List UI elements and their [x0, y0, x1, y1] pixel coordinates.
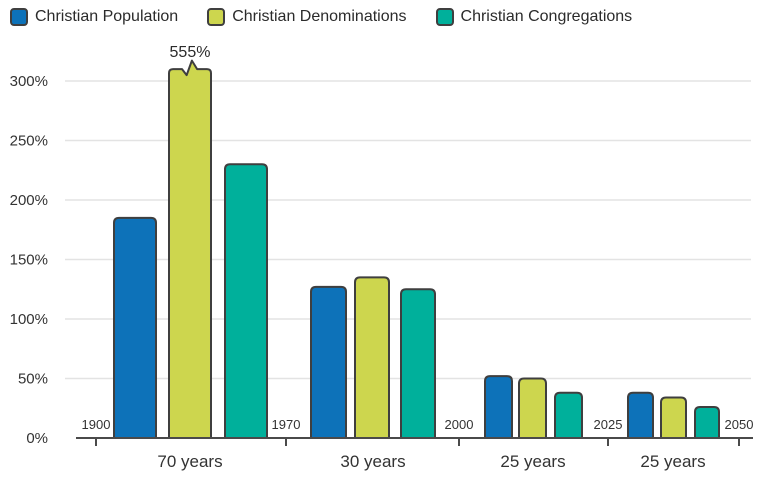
y-axis-label-0: 0%: [26, 430, 48, 447]
year-label-2025: 2025: [594, 417, 623, 432]
bar-christian-population-group1: [113, 216, 157, 438]
bar-christian-congregations-group4: [694, 406, 720, 438]
bar-christian-population-group3: [484, 375, 513, 438]
y-axis-label-300: 300%: [10, 73, 48, 90]
y-axis-label-50: 50%: [18, 371, 48, 388]
year-label-1970: 1970: [272, 417, 301, 432]
legend-item-christian-denominations: Christian Denominations: [207, 6, 407, 28]
bar-christian-denominations-group1: [168, 59, 212, 438]
year-label-2050: 2050: [725, 417, 754, 432]
year-label-2000: 2000: [445, 417, 474, 432]
chart-legend: Christian Population Christian Denominati…: [10, 6, 632, 28]
category-label-group2: 30 years: [340, 452, 405, 471]
category-label-group4: 25 years: [640, 452, 705, 471]
y-axis-label-250: 250%: [10, 133, 48, 150]
legend-item-christian-population: Christian Population: [10, 6, 178, 28]
y-axis-label-200: 200%: [10, 192, 48, 209]
legend-label: Christian Population: [35, 8, 179, 25]
legend-label: Christian Denominations: [232, 8, 407, 25]
blue-square-swatch-icon: [10, 8, 28, 26]
legend-item-christian-congregations: Christian Congregations: [435, 6, 633, 28]
bar-christian-denominations-group2: [354, 276, 390, 438]
bar-christian-congregations-group3: [554, 391, 583, 438]
bar-christian-congregations-group2: [400, 288, 436, 438]
teal-square-swatch-icon: [435, 8, 454, 26]
bar-christian-population-group2: [310, 285, 347, 438]
bar-christian-denominations-group4: [660, 396, 687, 438]
legend-label: Christian Congregations: [460, 8, 633, 25]
y-axis-label-100: 100%: [10, 311, 48, 328]
bar-christian-denominations-group3: [518, 377, 547, 438]
yellow-square-swatch-icon: [207, 8, 226, 26]
bar-christian-population-group4: [627, 391, 654, 438]
category-label-group1: 70 years: [157, 452, 222, 471]
bar-christian-congregations-group1: [224, 163, 268, 438]
bar-value-annotation-christian-denominations: 555%: [170, 44, 211, 61]
y-axis-label-150: 150%: [10, 252, 48, 269]
category-label-group3: 25 years: [500, 452, 565, 471]
year-label-1900: 1900: [82, 417, 111, 432]
